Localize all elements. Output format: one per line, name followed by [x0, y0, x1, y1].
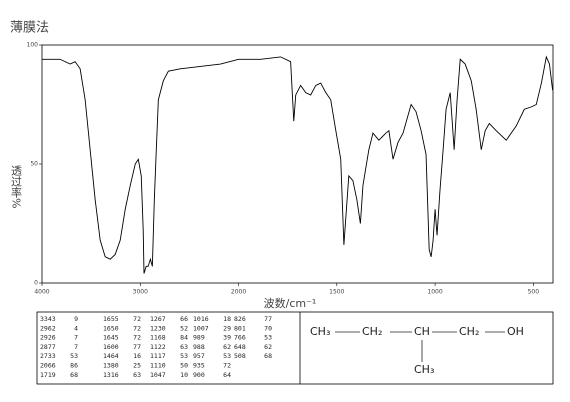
table-transmittance: 29	[223, 324, 231, 332]
table-transmittance: 7	[74, 334, 78, 342]
table-transmittance: 53	[264, 334, 272, 342]
table-transmittance: 86	[70, 362, 78, 370]
table-wavenumber: 1719	[40, 371, 56, 379]
table-wavenumber: 648	[234, 343, 246, 351]
formula-group: CH₂	[459, 325, 479, 338]
table-wavenumber: 1267	[150, 315, 166, 323]
table-transmittance: 68	[70, 371, 78, 379]
table-wavenumber: 766	[234, 334, 246, 342]
table-transmittance: 52	[180, 324, 188, 332]
table-wavenumber: 900	[193, 371, 205, 379]
table-transmittance: 64	[223, 371, 231, 379]
table-transmittance: 72	[133, 324, 141, 332]
table-transmittance: 77	[264, 315, 272, 323]
table-wavenumber: 1600	[103, 343, 119, 351]
table-transmittance: 53	[70, 352, 78, 360]
table-wavenumber: 801	[234, 324, 246, 332]
table-transmittance: 72	[133, 334, 141, 342]
table-wavenumber: 1007	[193, 324, 209, 332]
table-wavenumber: 3343	[40, 315, 56, 323]
table-wavenumber: 988	[193, 343, 205, 351]
table-wavenumber: 1650	[103, 324, 119, 332]
table-transmittance: 25	[133, 362, 141, 370]
formula-group: CH₂	[362, 325, 382, 338]
table-wavenumber: 989	[193, 334, 205, 342]
table-transmittance: 62	[264, 343, 272, 351]
table-wavenumber: 957	[193, 352, 205, 360]
table-wavenumber: 1380	[103, 362, 119, 370]
table-wavenumber: 1464	[103, 352, 119, 360]
table-transmittance: 10	[180, 371, 188, 379]
x-axis-label: 波数/cm⁻¹	[264, 297, 317, 310]
table-transmittance: 66	[180, 315, 188, 323]
table-transmittance: 7	[74, 343, 78, 351]
y-tick-label: 50	[30, 161, 38, 168]
table-transmittance: 84	[180, 334, 188, 342]
table-wavenumber: 1110	[150, 362, 166, 370]
x-tick-label: 2000	[231, 289, 246, 296]
table-wavenumber: 1168	[150, 334, 166, 342]
x-tick-label: 500	[528, 289, 540, 296]
table-wavenumber: 1117	[150, 352, 166, 360]
table-wavenumber: 1016	[193, 315, 209, 323]
formula-group: OH	[507, 325, 524, 338]
table-wavenumber: 1655	[103, 315, 119, 323]
table-wavenumber: 2066	[40, 362, 56, 370]
table-wavenumber: 2877	[40, 343, 56, 351]
table-wavenumber: 1047	[150, 371, 166, 379]
chart-title: 薄膜法	[10, 21, 49, 36]
table-transmittance: 53	[223, 352, 231, 360]
table-transmittance: 53	[180, 352, 188, 360]
table-transmittance: 62	[223, 343, 231, 351]
table-transmittance: 9	[74, 315, 78, 323]
table-wavenumber: 1122	[150, 343, 166, 351]
y-axis-label: 透过率%	[10, 165, 23, 209]
table-wavenumber: 2733	[40, 352, 56, 360]
table-wavenumber: 1316	[103, 371, 119, 379]
table-wavenumber: 1230	[150, 324, 166, 332]
bonds	[335, 331, 505, 362]
table-transmittance: 63	[133, 371, 141, 379]
table-transmittance: 70	[264, 324, 272, 332]
table-transmittance: 4	[74, 324, 78, 332]
table-frame	[36, 311, 554, 385]
table-wavenumber: 2926	[40, 334, 56, 342]
table-wavenumber: 826	[234, 315, 246, 323]
table-transmittance: 18	[223, 315, 231, 323]
table-wavenumber: 2962	[40, 324, 56, 332]
table-transmittance: 50	[180, 362, 188, 370]
x-tick-label: 1500	[329, 289, 344, 296]
plot-frame	[41, 44, 554, 284]
table-transmittance: 77	[133, 343, 141, 351]
table-transmittance: 63	[180, 343, 188, 351]
x-tick-label: 4000	[34, 289, 49, 296]
table-wavenumber: 508	[234, 352, 246, 360]
y-tick-label: 100	[27, 42, 39, 49]
table-wavenumber: 1645	[103, 334, 119, 342]
table-transmittance: 72	[223, 362, 231, 370]
y-tick-label: 0	[34, 280, 38, 287]
formula-group: CH₃	[310, 325, 330, 338]
table-wavenumber: 935	[193, 362, 205, 370]
spectrum-line	[42, 55, 554, 274]
x-tick-label: 3000	[133, 289, 148, 296]
table-transmittance: 72	[133, 315, 141, 323]
formula-group: CH	[414, 325, 430, 338]
table-transmittance: 39	[223, 334, 231, 342]
formula-branch: CH₃	[414, 363, 434, 376]
table-transmittance: 68	[264, 352, 272, 360]
x-tick-label: 1000	[427, 289, 442, 296]
table-transmittance: 16	[133, 352, 141, 360]
